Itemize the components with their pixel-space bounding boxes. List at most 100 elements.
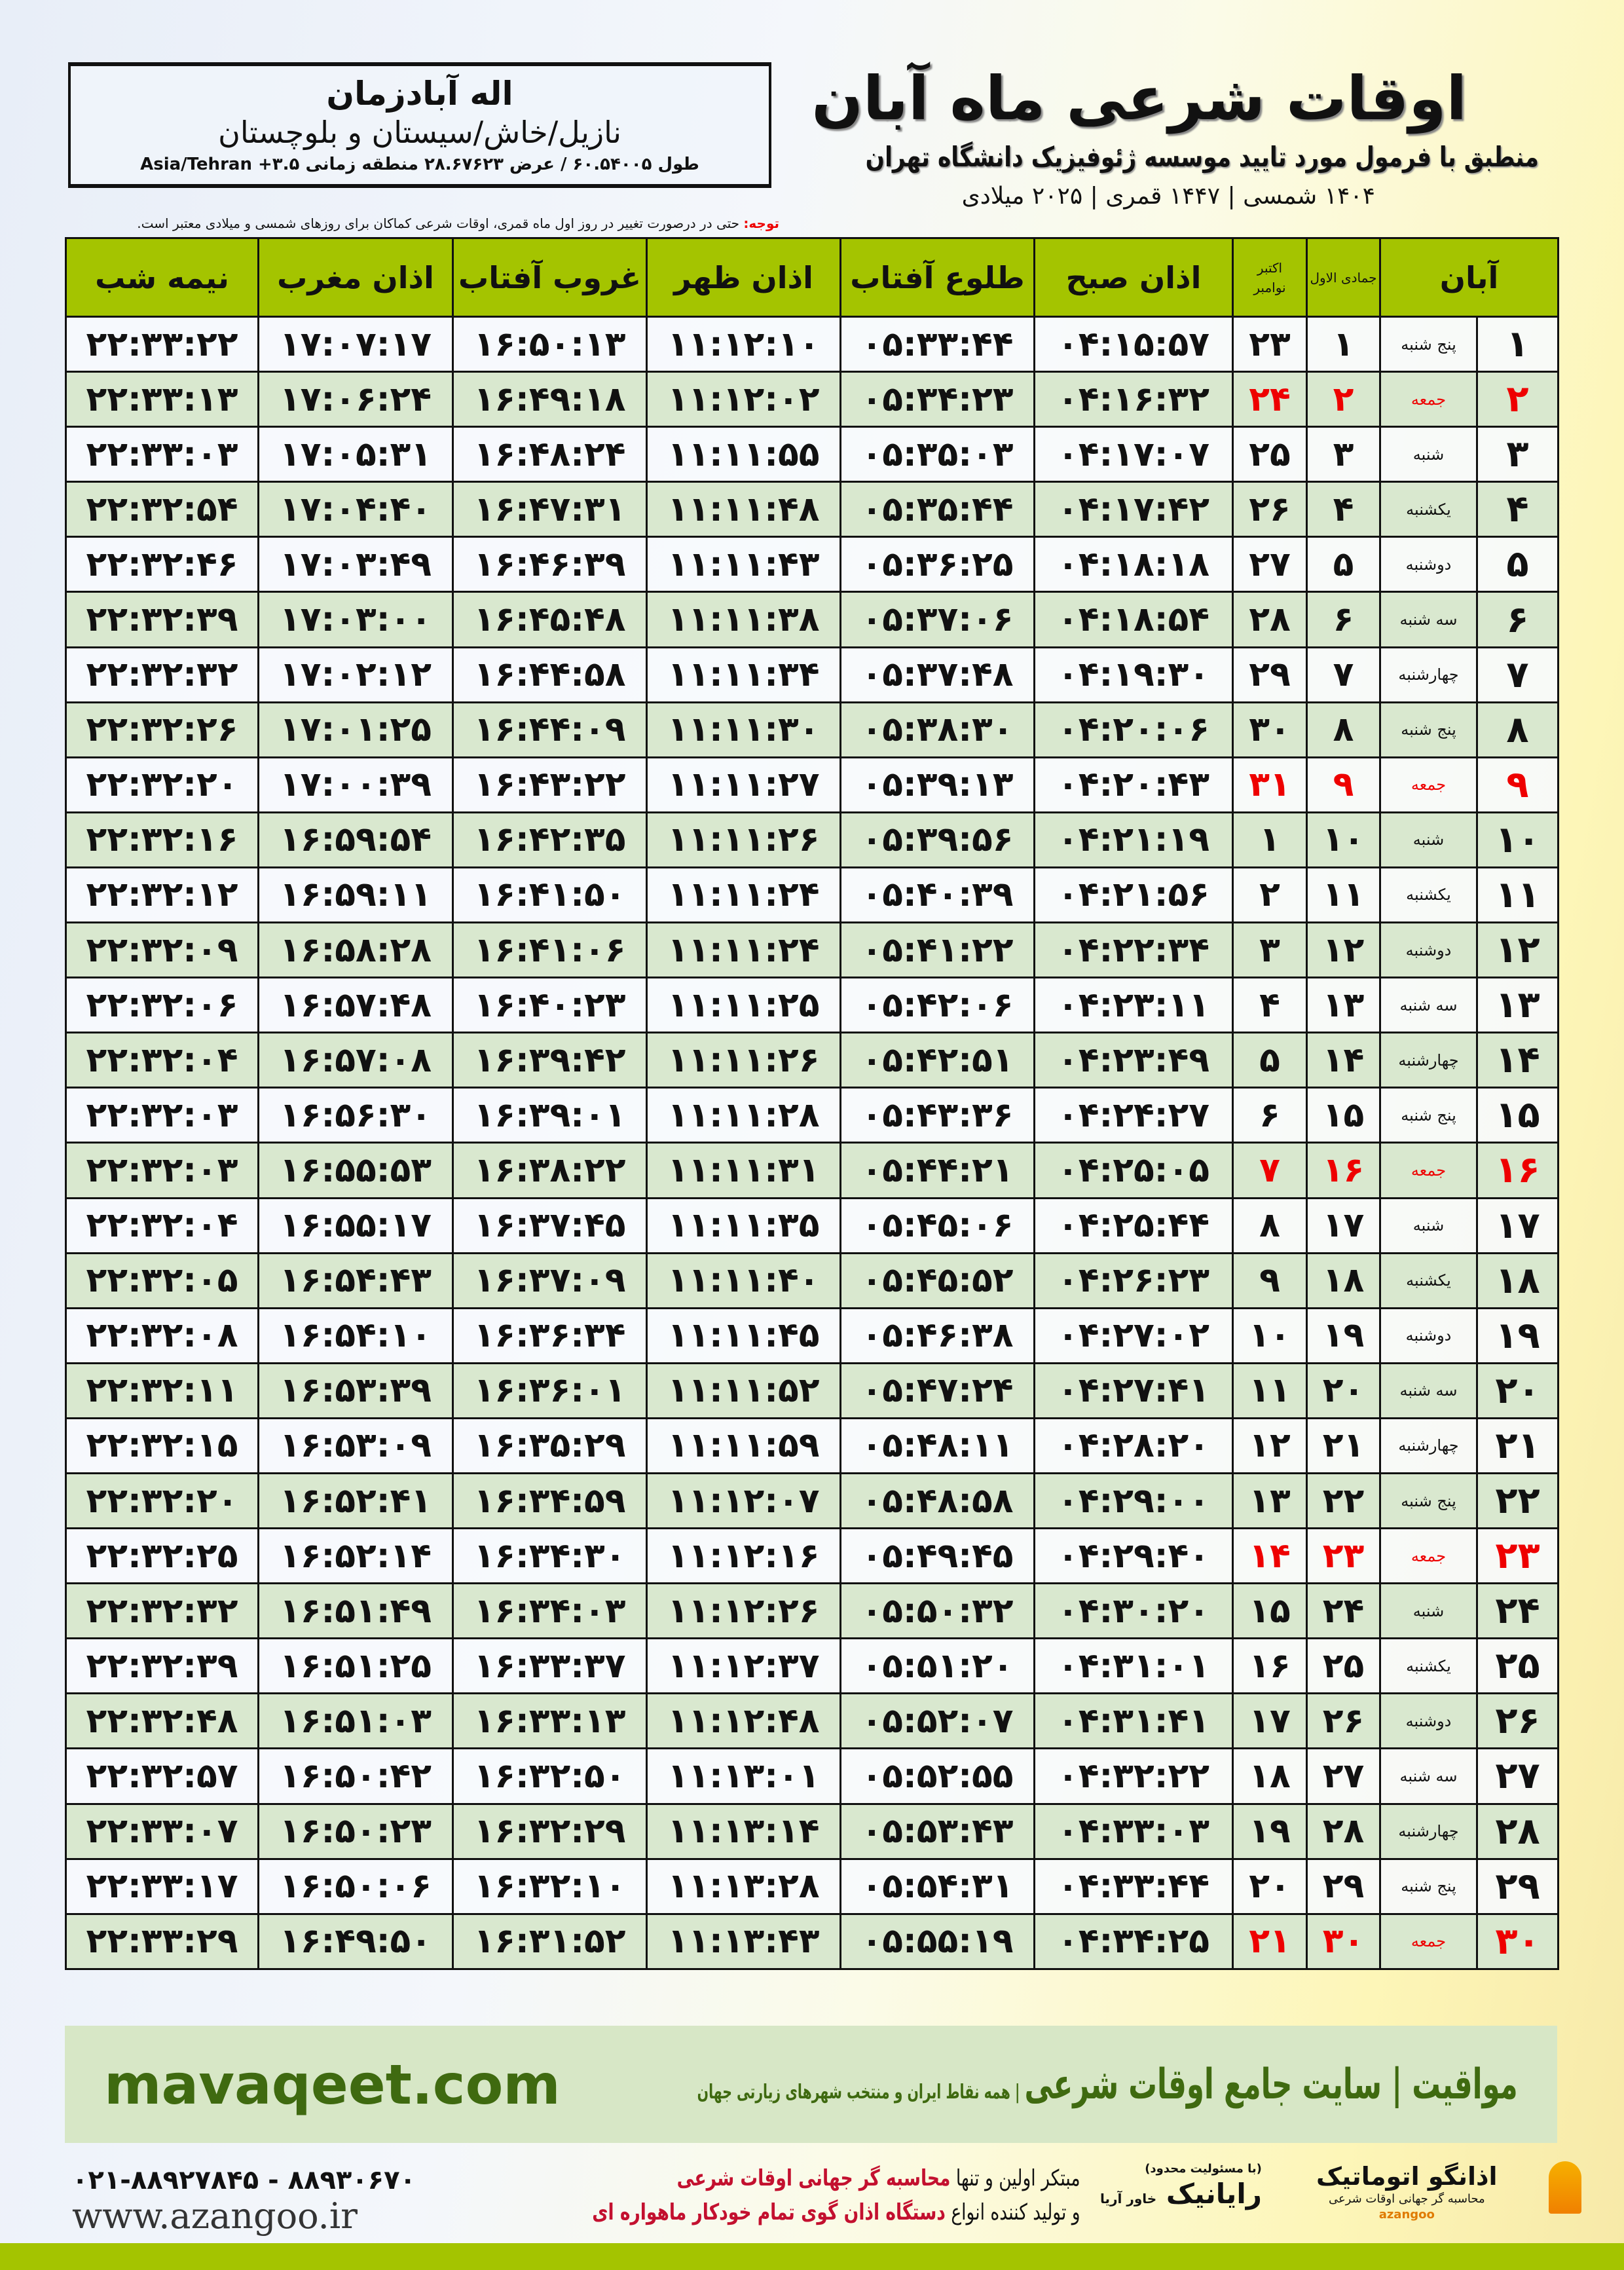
sunrise-time: ۰۵:۳۵:۴۴ <box>840 481 1035 538</box>
midnight-time: ۲۲:۳۳:۲۹ <box>65 1912 259 1970</box>
maghrib-time: ۱۶:۵۱:۲۵ <box>257 1637 454 1695</box>
website-link[interactable]: www.azangoo.ir <box>72 2195 358 2237</box>
dhuhr-time: ۱۱:۱۱:۵۲ <box>646 1362 841 1419</box>
midnight-time: ۲۲:۳۲:۱۶ <box>65 811 259 868</box>
fajr-time: ۰۴:۲۲:۳۴ <box>1033 921 1234 979</box>
hijri-day: ۲۰ <box>1306 1362 1381 1419</box>
maghrib-time: ۱۷:۰۳:۰۰ <box>257 591 454 648</box>
fajr-time: ۰۴:۳۳:۰۳ <box>1033 1802 1234 1860</box>
dhuhr-time: ۱۱:۱۱:۲۴ <box>646 921 841 979</box>
day-number: ۲۷ <box>1476 1747 1560 1805</box>
fajr-time: ۰۴:۲۳:۴۹ <box>1033 1032 1234 1089</box>
sunset-time: ۱۶:۳۹:۰۱ <box>452 1087 648 1144</box>
weekday: دوشنبه <box>1378 536 1479 593</box>
midnight-time: ۲۲:۳۲:۰۳ <box>65 1087 259 1144</box>
weekday: سه شنبه <box>1378 1362 1479 1419</box>
hijri-day: ۲ <box>1306 371 1381 428</box>
sunrise-time: ۰۵:۴۵:۵۲ <box>840 1252 1035 1309</box>
fajr-time: ۰۴:۳۲:۲۲ <box>1033 1747 1234 1805</box>
table-row: ۲۰ سه شنبه ۲۰ ۱۱ ۰۴:۲۷:۴۱ ۰۵:۴۷:۲۴ ۱۱:۱۱:۵۲ ۱۶:… <box>65 1362 1560 1419</box>
weekday: جمعه <box>1378 371 1479 428</box>
dhuhr-time: ۱۱:۱۲:۳۷ <box>646 1637 841 1695</box>
location-box: اله آبادزمان نازیل/خاش/سیستان و بلوچستان… <box>68 62 771 188</box>
fajr-time: ۰۴:۳۳:۴۴ <box>1033 1857 1234 1915</box>
dhuhr-time: ۱۱:۱۱:۳۱ <box>646 1142 841 1199</box>
sunset-time: ۱۶:۳۷:۰۹ <box>452 1252 648 1309</box>
sunset-time: ۱۶:۳۶:۰۱ <box>452 1362 648 1419</box>
day-number: ۲۵ <box>1476 1637 1560 1695</box>
sunset-time: ۱۶:۴۷:۳۱ <box>452 481 648 538</box>
sunset-time: ۱۶:۴۶:۳۹ <box>452 536 648 593</box>
table-row: ۴ یکشنبه ۴ ۲۶ ۰۴:۱۷:۴۲ ۰۵:۳۵:۴۴ ۱۱:۱۱:۴۸ ۱۶:۴۷:… <box>65 481 1560 538</box>
dhuhr-time: ۱۱:۱۱:۲۸ <box>646 1087 841 1144</box>
day-number: ۱۲ <box>1476 921 1560 979</box>
gregorian-day: ۱۲ <box>1232 1417 1308 1474</box>
table-row: ۲۴ شنبه ۲۴ ۱۵ ۰۴:۳۰:۲۰ ۰۵:۵۰:۳۲ ۱۱:۱۲:۲۶ ۱۶:۳۴:… <box>65 1582 1560 1640</box>
dhuhr-time: ۱۱:۱۱:۲۵ <box>646 977 841 1034</box>
sunrise-time: ۰۵:۳۹:۱۳ <box>840 756 1035 813</box>
gregorian-day: ۷ <box>1232 1142 1308 1199</box>
maghrib-time: ۱۶:۵۵:۱۷ <box>257 1197 454 1254</box>
hijri-day: ۲۶ <box>1306 1692 1381 1750</box>
table-row: ۵ دوشنبه ۵ ۲۷ ۰۴:۱۸:۱۸ ۰۵:۳۶:۲۵ ۱۱:۱۱:۴۳ ۱۶:۴۶:… <box>65 536 1560 593</box>
gregorian-day: ۱۱ <box>1232 1362 1308 1419</box>
hijri-day: ۲۹ <box>1306 1857 1381 1915</box>
sunrise-time: ۰۵:۴۱:۲۲ <box>840 921 1035 979</box>
maghrib-time: ۱۶:۵۲:۱۴ <box>257 1527 454 1585</box>
fajr-time: ۰۴:۲۸:۲۰ <box>1033 1417 1234 1474</box>
day-number: ۲۳ <box>1476 1527 1560 1585</box>
fajr-time: ۰۴:۱۷:۰۷ <box>1033 426 1234 483</box>
day-number: ۱۹ <box>1476 1307 1560 1364</box>
sunset-time: ۱۶:۴۱:۵۰ <box>452 866 648 924</box>
gregorian-day: ۱۷ <box>1232 1692 1308 1750</box>
hijri-day: ۱۲ <box>1306 921 1381 979</box>
sunrise-time: ۰۵:۳۴:۲۳ <box>840 371 1035 428</box>
gregorian-day: ۱۵ <box>1232 1582 1308 1640</box>
dhuhr-time: ۱۱:۱۱:۲۶ <box>646 1032 841 1089</box>
maghrib-time: ۱۶:۵۹:۱۱ <box>257 866 454 924</box>
midnight-time: ۲۲:۳۲:۳۹ <box>65 1637 259 1695</box>
midnight-time: ۲۲:۳۲:۰۶ <box>65 977 259 1034</box>
maghrib-time: ۱۶:۵۷:۰۸ <box>257 1032 454 1089</box>
weekday: جمعه <box>1378 1527 1479 1585</box>
weekday: شنبه <box>1378 426 1479 483</box>
sunset-time: ۱۶:۴۹:۱۸ <box>452 371 648 428</box>
fajr-time: ۰۴:۲۱:۵۶ <box>1033 866 1234 924</box>
table-row: ۶ سه شنبه ۶ ۲۸ ۰۴:۱۸:۵۴ ۰۵:۳۷:۰۶ ۱۱:۱۱:۳۸ ۱۶:۴۵… <box>65 591 1560 648</box>
day-number: ۲۰ <box>1476 1362 1560 1419</box>
day-number: ۱۸ <box>1476 1252 1560 1309</box>
maghrib-time: ۱۶:۵۷:۴۸ <box>257 977 454 1034</box>
sunset-time: ۱۶:۳۲:۱۰ <box>452 1857 648 1915</box>
table-row: ۲۳ جمعه ۲۳ ۱۴ ۰۴:۲۹:۴۰ ۰۵:۴۹:۴۵ ۱۱:۱۲:۱۶ ۱۶:۳۴:… <box>65 1527 1560 1585</box>
midnight-time: ۲۲:۳۲:۵۴ <box>65 481 259 538</box>
maghrib-time: ۱۶:۵۰:۰۶ <box>257 1857 454 1915</box>
midnight-time: ۲۲:۳۲:۲۰ <box>65 756 259 813</box>
gregorian-day: ۱۶ <box>1232 1637 1308 1695</box>
fajr-time: ۰۴:۲۶:۲۳ <box>1033 1252 1234 1309</box>
dhuhr-time: ۱۱:۱۱:۴۵ <box>646 1307 841 1364</box>
fajr-time: ۰۴:۱۸:۵۴ <box>1033 591 1234 648</box>
sunset-time: ۱۶:۴۱:۰۶ <box>452 921 648 979</box>
fajr-time: ۰۴:۲۹:۰۰ <box>1033 1472 1234 1530</box>
sunrise-time: ۰۵:۳۷:۰۶ <box>840 591 1035 648</box>
sunset-time: ۱۶:۴۲:۳۵ <box>452 811 648 868</box>
sunrise-time: ۰۵:۵۲:۵۵ <box>840 1747 1035 1805</box>
day-number: ۱۷ <box>1476 1197 1560 1254</box>
table-row: ۳ شنبه ۳ ۲۵ ۰۴:۱۷:۰۷ ۰۵:۳۵:۰۳ ۱۱:۱۱:۵۵ ۱۶:۴۸:۲۴… <box>65 426 1560 483</box>
day-number: ۲ <box>1476 371 1560 428</box>
maghrib-time: ۱۶:۵۸:۲۸ <box>257 921 454 979</box>
dhuhr-time: ۱۱:۱۲:۰۷ <box>646 1472 841 1530</box>
raianik-note: (با مسئولیت محدود) <box>1145 2162 1262 2176</box>
sunrise-time: ۰۵:۳۸:۳۰ <box>840 701 1035 758</box>
note-text: حتی در درصورت تغییر در روز اول ماه قمری،… <box>137 215 744 231</box>
sunrise-time: ۰۵:۳۶:۲۵ <box>840 536 1035 593</box>
day-number: ۵ <box>1476 536 1560 593</box>
weekday: سه شنبه <box>1378 591 1479 648</box>
midnight-time: ۲۲:۳۳:۰۳ <box>65 426 259 483</box>
promo-site-link[interactable]: mavaqeet.com <box>104 2053 561 2117</box>
day-number: ۱۶ <box>1476 1142 1560 1199</box>
midnight-time: ۲۲:۳۲:۰۵ <box>65 1252 259 1309</box>
sunset-time: ۱۶:۳۳:۱۳ <box>452 1692 648 1750</box>
table-row: ۹ جمعه ۹ ۳۱ ۰۴:۲۰:۴۳ ۰۵:۳۹:۱۳ ۱۱:۱۱:۲۷ ۱۶:۴۳:۲۲… <box>65 756 1560 813</box>
dhuhr-time: ۱۱:۱۱:۳۴ <box>646 646 841 703</box>
